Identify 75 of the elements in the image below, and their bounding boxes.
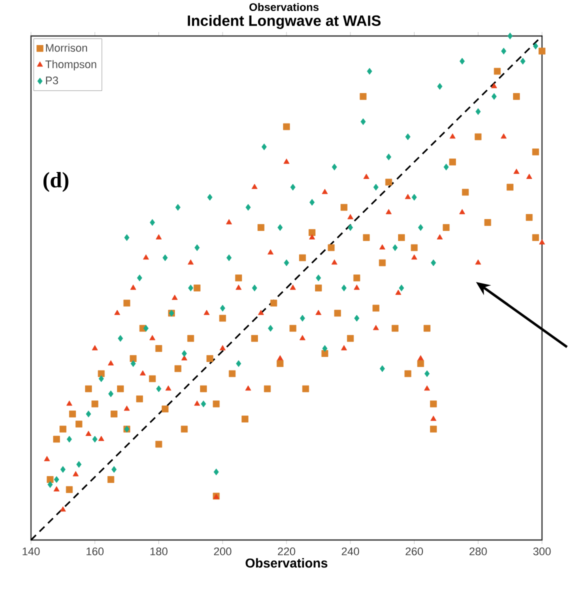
text: Observations (249, 2, 319, 12)
point (194, 400, 200, 406)
point (404, 194, 411, 200)
point (181, 355, 188, 360)
point (92, 345, 98, 350)
x-tick-label: 260 (406, 548, 423, 556)
legend-label: P3 (46, 76, 58, 84)
point (172, 294, 178, 300)
point (204, 310, 210, 315)
x-tick-label: 140 (22, 548, 40, 556)
point (418, 355, 424, 360)
point (322, 188, 328, 194)
point (258, 310, 264, 315)
chart-title: Incident Longwave at WAIS (188, 14, 381, 29)
point (252, 184, 258, 189)
point (363, 174, 370, 179)
point (60, 506, 66, 512)
point (386, 209, 392, 214)
point (347, 214, 354, 220)
point (226, 219, 232, 224)
x-tick-label: 300 (533, 548, 551, 556)
x-tick-label: 280 (470, 548, 487, 556)
point (372, 324, 379, 330)
point (236, 284, 242, 290)
point (491, 83, 498, 88)
point (475, 259, 482, 265)
point (277, 355, 284, 360)
point (309, 234, 316, 240)
point (354, 284, 360, 290)
point (130, 284, 136, 290)
point (315, 310, 322, 315)
point (54, 486, 60, 492)
point (124, 406, 130, 411)
point (156, 234, 162, 240)
point (114, 310, 120, 315)
point (500, 133, 507, 139)
annotation: (d) (43, 172, 68, 192)
point (331, 259, 338, 265)
point (436, 234, 443, 240)
point (108, 360, 114, 366)
x-tick-label: 240 (342, 548, 360, 556)
point (290, 284, 296, 290)
point (98, 436, 104, 441)
point (424, 385, 430, 391)
point (72, 471, 79, 476)
point (539, 239, 545, 244)
x-tick-label: 180 (150, 548, 168, 556)
x-tick-label: 220 (278, 548, 296, 556)
point (66, 400, 72, 406)
point (86, 430, 92, 436)
point (268, 249, 274, 255)
legend-label: Morrison (46, 44, 88, 52)
x-tick-label: 160 (86, 548, 104, 556)
point (379, 244, 386, 250)
point (245, 385, 252, 391)
point (284, 158, 290, 164)
point (513, 168, 520, 174)
point (459, 209, 466, 214)
point (300, 335, 306, 340)
x-axis-title: Observations (246, 558, 328, 568)
point (395, 290, 402, 295)
point (411, 254, 418, 260)
point (526, 174, 532, 179)
point (220, 345, 226, 350)
legend-label: Thompson (45, 60, 96, 70)
point (430, 416, 436, 421)
point (143, 254, 149, 260)
point (149, 335, 156, 340)
point (44, 456, 50, 462)
point (341, 345, 347, 350)
point (165, 385, 172, 391)
point (450, 133, 456, 139)
x-tick-label: 200 (214, 548, 232, 556)
point (188, 259, 194, 265)
point (140, 370, 146, 376)
